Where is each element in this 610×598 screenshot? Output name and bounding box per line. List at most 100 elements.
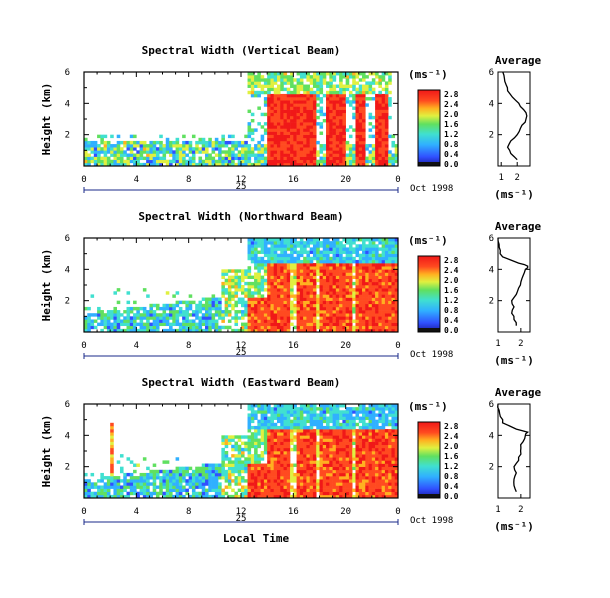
- heatmap-cell: [90, 159, 95, 164]
- heatmap-cell: [234, 310, 239, 314]
- heatmap-cell: [329, 494, 333, 499]
- heatmap-cell: [178, 479, 183, 483]
- heatmap-cell: [368, 288, 373, 292]
- heatmap-cell: [263, 328, 268, 333]
- heatmap-cell: [241, 297, 245, 301]
- heatmap-cell: [250, 460, 255, 464]
- heatmap-cell: [276, 259, 281, 264]
- heatmap-cell: [375, 162, 379, 167]
- heatmap-cell: [247, 463, 252, 467]
- heatmap-cell: [303, 297, 307, 301]
- heatmap-cell: [358, 125, 363, 129]
- heatmap-cell: [254, 153, 258, 157]
- heatmap-cell: [299, 263, 304, 267]
- heatmap-cell: [175, 156, 180, 161]
- heatmap-cell: [182, 144, 186, 148]
- heatmap-cell: [139, 156, 144, 161]
- heatmap-cell: [342, 310, 346, 314]
- heatmap-cell: [322, 316, 327, 320]
- heatmap-cell: [299, 269, 304, 273]
- heatmap-cell: [136, 153, 140, 157]
- heatmap-cell: [273, 72, 278, 76]
- heatmap-cell: [368, 247, 373, 251]
- heatmap-cell: [283, 404, 288, 408]
- heatmap-cell: [241, 313, 245, 317]
- heatmap-cell: [142, 476, 147, 480]
- heatmap-cell: [329, 103, 333, 107]
- heatmap-cell: [342, 93, 346, 98]
- heatmap-cell: [119, 491, 124, 496]
- heatmap-cell: [185, 322, 189, 327]
- heatmap-cell: [391, 162, 396, 167]
- heatmap-cell: [201, 472, 206, 477]
- heatmap-cell: [296, 482, 301, 486]
- heatmap-cell: [371, 291, 376, 295]
- heatmap-cell: [267, 134, 271, 139]
- heatmap-cell: [185, 482, 189, 486]
- heatmap-cell: [358, 322, 363, 327]
- heatmap-cell: [368, 463, 373, 467]
- heatmap-cell: [286, 159, 291, 164]
- heatmap-cell: [191, 494, 196, 499]
- heatmap-cell: [339, 325, 343, 330]
- heatmap-cell: [319, 269, 324, 273]
- heatmap-cell: [342, 72, 346, 76]
- heatmap-cell: [362, 147, 366, 151]
- heatmap-cell: [319, 156, 324, 161]
- heatmap-cell: [329, 485, 333, 489]
- heatmap-cell: [247, 479, 252, 483]
- heatmap-cell: [191, 322, 196, 327]
- heatmap-cell: [371, 97, 376, 101]
- heatmap-cell: [329, 476, 333, 480]
- heatmap-cell: [280, 422, 284, 427]
- heatmap-cell: [87, 328, 91, 333]
- heatmap-cell: [267, 472, 271, 477]
- heatmap-cell: [312, 444, 317, 449]
- heatmap-cell: [214, 306, 219, 311]
- heatmap-cell: [270, 313, 275, 317]
- heatmap-cell: [270, 147, 275, 151]
- heatmap-cell: [283, 122, 288, 126]
- heatmap-cell: [237, 479, 242, 483]
- heatmap-cell: [241, 291, 245, 295]
- heatmap-cell: [362, 291, 366, 295]
- heatmap-cell: [205, 153, 209, 157]
- heatmap-cell: [384, 259, 389, 264]
- heatmap-cell: [276, 87, 281, 92]
- heatmap-cell: [263, 147, 268, 151]
- heatmap-cell: [234, 316, 239, 320]
- heatmap-cell: [309, 310, 314, 314]
- heatmap-cell: [221, 438, 225, 442]
- heatmap-cell: [211, 469, 216, 474]
- heatmap-cell: [362, 269, 366, 273]
- heatmap-cell: [280, 432, 284, 436]
- heatmap-cell: [267, 87, 271, 92]
- heatmap-cell: [358, 306, 363, 311]
- heatmap-cell: [312, 269, 317, 273]
- heatmap-cell: [110, 469, 114, 474]
- heatmap-cell: [306, 300, 310, 305]
- heatmap-cell: [221, 140, 225, 145]
- heatmap-cell: [260, 494, 265, 499]
- heatmap-cell: [283, 256, 288, 261]
- heatmap-cell: [103, 134, 108, 139]
- heatmap-cell: [326, 316, 330, 320]
- heatmap-cell: [332, 425, 337, 430]
- heatmap-cell: [378, 316, 382, 320]
- heatmap-cell: [299, 300, 304, 305]
- heatmap-cell: [247, 425, 252, 430]
- heatmap-cell: [270, 441, 275, 446]
- heatmap-cell: [250, 466, 255, 471]
- heatmap-cell: [237, 153, 242, 157]
- heatmap-cell: [250, 247, 255, 251]
- heatmap-cell: [175, 303, 180, 308]
- heatmap-cell: [263, 84, 268, 88]
- heatmap-cell: [312, 306, 317, 311]
- heatmap-cell: [241, 447, 245, 452]
- heatmap-cell: [106, 325, 111, 330]
- heatmap-cell: [267, 297, 271, 301]
- heatmap-cell: [211, 485, 216, 489]
- heatmap-cell: [309, 247, 314, 251]
- heatmap-cell: [322, 322, 327, 327]
- heatmap-cell: [270, 422, 275, 427]
